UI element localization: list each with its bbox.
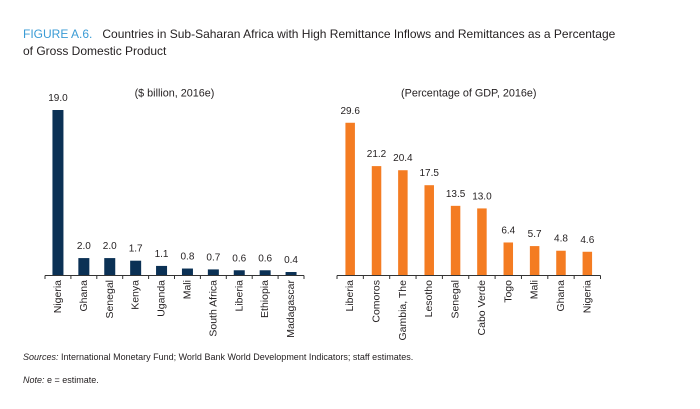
gdp-share-bar-senegal bbox=[450, 205, 461, 276]
gdp-share-category-label-senegal: Senegal bbox=[450, 280, 462, 319]
gdp-share-bar-liberia bbox=[345, 122, 355, 276]
remittance-category-label-south-africa: South Africa bbox=[207, 280, 219, 337]
gdp-share-bar-mali bbox=[529, 246, 540, 276]
gdp-share-value-label-cabo-verde: 13.0 bbox=[472, 191, 492, 202]
remittance-value-label-kenya: 1.7 bbox=[129, 244, 143, 255]
remittance-bar-madagascar bbox=[285, 272, 297, 276]
remittance-category-label-senegal: Senegal bbox=[104, 280, 116, 319]
gdp-share-value-label-comoros: 21.2 bbox=[367, 149, 387, 160]
note-label: Note: bbox=[23, 375, 45, 385]
remittance-value-label-uganda: 1.1 bbox=[155, 249, 169, 260]
remittance-bar-ethiopia bbox=[259, 270, 271, 276]
remittance-value-label-nigeria: 19.0 bbox=[48, 93, 68, 104]
gdp-share-category-label-liberia: Liberia bbox=[344, 280, 356, 312]
gdp-share-value-label-nigeria: 4.6 bbox=[580, 235, 594, 246]
gdp-share-value-label-liberia: 29.6 bbox=[340, 106, 360, 117]
gdp-share-bar-togo bbox=[503, 242, 514, 276]
remittance-category-label-ethiopia: Ethiopia bbox=[259, 280, 271, 318]
remittance-category-label-mali: Mali bbox=[181, 280, 193, 299]
gdp-share-category-label-lesotho: Lesotho bbox=[423, 280, 435, 318]
figure-label: FIGURE A.6. bbox=[23, 27, 93, 41]
sources-footnote: Sources: International Monetary Fund; Wo… bbox=[23, 351, 413, 363]
gdp-share-category-label-togo: Togo bbox=[502, 280, 514, 303]
gdp-share-category-label-ghana: Ghana bbox=[555, 280, 567, 312]
remittance-value-label-ghana: 2.0 bbox=[77, 241, 91, 252]
remittance-inflows-chart: ($ billion, 2016e) 19.0 Nigeria 2.0 Ghana 2.0… bbox=[44, 88, 305, 338]
figure-title-line-2: of Gross Domestic Product bbox=[23, 43, 167, 58]
gdp-share-value-label-gambia-the: 20.4 bbox=[393, 153, 413, 164]
remittance-bar-liberia bbox=[233, 270, 245, 276]
remittance-category-label-liberia: Liberia bbox=[233, 280, 245, 312]
gdp-share-category-label-nigeria: Nigeria bbox=[581, 280, 593, 313]
remittance-bar-kenya bbox=[130, 260, 142, 276]
figure-title-text: Countries in Sub-Saharan Africa with Hig… bbox=[102, 27, 616, 41]
remittance-bar-nigeria bbox=[52, 110, 64, 276]
remittance-category-label-nigeria: Nigeria bbox=[52, 280, 64, 313]
remittance-value-label-mali: 0.8 bbox=[180, 252, 194, 263]
remittance-bar-uganda bbox=[156, 265, 168, 276]
gdp-share-value-label-mali: 5.7 bbox=[528, 229, 542, 240]
gdp-share-bar-lesotho bbox=[424, 185, 434, 276]
remittance-category-label-ghana: Ghana bbox=[78, 280, 90, 312]
remittance-gdp-share-chart: (Percentage of GDP, 2016e) 29.6 Liberia 21.… bbox=[336, 88, 601, 341]
remittance-value-label-madagascar: 0.4 bbox=[284, 255, 298, 266]
gdp-share-bar-comoros bbox=[371, 166, 382, 276]
remittance-category-label-madagascar: Madagascar bbox=[285, 279, 297, 337]
gdp-share-bar-gambia-the bbox=[398, 170, 408, 276]
gdp-share-bar-cabo-verde bbox=[477, 208, 487, 276]
gdp-share-category-label-mali: Mali bbox=[529, 280, 541, 299]
remittance-value-label-liberia: 0.6 bbox=[232, 253, 246, 264]
note-text: e = estimate. bbox=[44, 375, 99, 385]
remittance-value-label-ethiopia: 0.6 bbox=[258, 253, 272, 264]
gdp-share-category-label-gambia-the: Gambia, The bbox=[397, 280, 409, 341]
gdp-share-value-label-lesotho: 17.5 bbox=[419, 168, 439, 179]
gdp-share-value-label-ghana: 4.8 bbox=[554, 234, 568, 245]
gdp-share-value-label-togo: 6.4 bbox=[501, 225, 515, 236]
gdp-share-bar-nigeria bbox=[582, 251, 593, 276]
gdp-share-category-label-comoros: Comoros bbox=[371, 280, 383, 323]
remittance-value-label-senegal: 2.0 bbox=[103, 241, 117, 252]
gdp-share-value-label-senegal: 13.5 bbox=[446, 189, 466, 200]
remittance-category-label-kenya: Kenya bbox=[130, 280, 142, 310]
remittance-bar-south-africa bbox=[207, 269, 219, 276]
remittance-bar-mali bbox=[181, 268, 193, 276]
remittance-bar-ghana bbox=[78, 258, 90, 276]
figure-title-line-1: FIGURE A.6. Countries in Sub-Saharan Afri… bbox=[23, 26, 683, 43]
remittance-category-label-uganda: Uganda bbox=[156, 280, 168, 317]
figure-title: FIGURE A.6. Countries in Sub-Saharan Afri… bbox=[23, 26, 683, 59]
sources-label: Sources: bbox=[23, 352, 59, 362]
gdp-share-chart-subtitle: (Percentage of GDP, 2016e) bbox=[401, 88, 536, 100]
remittance-value-label-south-africa: 0.7 bbox=[206, 252, 220, 263]
note-footnote: Note: e = estimate. bbox=[23, 374, 99, 386]
remittance-bar-senegal bbox=[104, 258, 116, 276]
gdp-share-bar-ghana bbox=[556, 250, 566, 276]
sources-text: International Monetary Fund; World Bank … bbox=[58, 352, 414, 362]
gdp-share-category-label-cabo-verde: Cabo Verde bbox=[476, 280, 488, 336]
remittance-chart-subtitle: ($ billion, 2016e) bbox=[135, 88, 215, 100]
